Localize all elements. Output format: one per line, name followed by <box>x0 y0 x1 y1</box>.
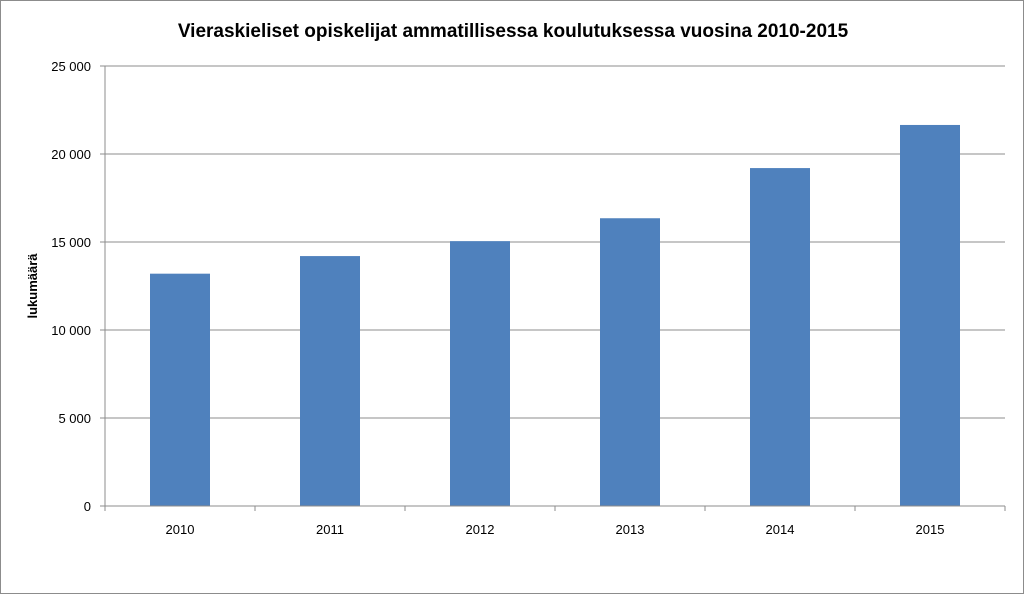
bar-2011 <box>300 256 360 506</box>
x-tick-label: 2011 <box>316 522 344 537</box>
y-tick-label: 10 000 <box>51 323 91 338</box>
y-tick-label: 25 000 <box>51 59 91 74</box>
bars <box>150 124 960 507</box>
y-tick-label: 20 000 <box>51 147 91 162</box>
y-tick-label: 15 000 <box>51 235 91 250</box>
x-tick-label: 2014 <box>766 522 795 537</box>
x-tick-label: 2013 <box>616 522 645 537</box>
bar-2013 <box>600 218 660 507</box>
y-tick-label: 5 000 <box>58 411 91 426</box>
bar-2015 <box>900 124 960 507</box>
x-tick-label: 2015 <box>916 522 945 537</box>
gridlines <box>105 65 1005 419</box>
bar-2010 <box>150 273 210 506</box>
bar-2014 <box>750 168 810 506</box>
chart-title: Vieraskieliset opiskelijat ammatillisess… <box>178 21 849 42</box>
tick-labels: 0 5 000 10 000 15 000 20 000 25 000 2010 2011 20… <box>51 59 944 537</box>
bar-2012 <box>450 241 510 506</box>
x-tick-label: 2010 <box>166 522 195 537</box>
y-axis-label: lukumäärä <box>25 253 40 319</box>
x-tick-label: 2012 <box>466 522 495 537</box>
axes <box>100 65 1006 511</box>
y-tick-label: 0 <box>84 499 91 514</box>
